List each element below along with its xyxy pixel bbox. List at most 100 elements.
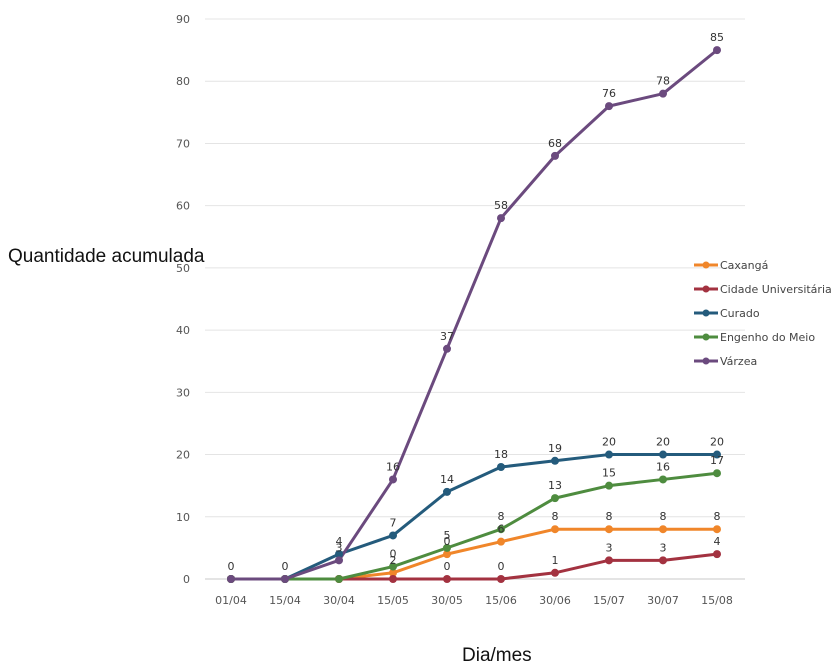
data-point [335,550,343,559]
data-label: 0 [228,560,235,573]
x-tick-label: 30/04 [323,594,355,607]
data-label: 4 [714,535,721,548]
data-label: 19 [548,442,562,455]
data-label: 0 [282,560,289,573]
data-point [389,531,397,540]
data-point [227,575,235,583]
legend-marker [702,285,710,293]
data-point [497,525,505,534]
data-point [551,494,559,503]
data-point [443,344,451,353]
data-point [443,487,451,496]
x-tick-label: 15/07 [593,594,625,607]
data-label: 15 [602,467,616,480]
data-label: 2 [390,554,397,567]
data-label: 20 [602,436,616,449]
data-point [389,568,397,577]
y-tick-label: 60 [176,200,190,213]
legend-label: Curado [720,307,760,320]
data-label: 20 [710,436,724,449]
data-label: 76 [602,87,616,100]
y-tick-label: 30 [176,386,190,399]
data-point [659,475,667,484]
data-point [605,525,613,534]
x-axis-title: Dia/mes [462,645,532,666]
data-point [605,481,613,490]
data-point [443,550,451,559]
series-line-cidade-universitaria [229,552,719,581]
data-point [551,568,559,577]
y-axis-ticks: 0 10 20 30 40 50 60 70 80 90 [176,13,190,586]
legend: Caxangá Cidade Universitária Curado Engenho… [694,259,832,368]
data-label: 85 [710,31,724,44]
data-label: 8 [660,510,667,523]
data-point [713,450,721,459]
data-label: 16 [656,460,670,473]
x-tick-label: 15/06 [485,594,517,607]
data-label: 5 [444,529,451,542]
data-label: 17 [710,454,724,467]
legend-marker [702,309,710,317]
data-label: 6 [498,523,505,536]
data-label: 4 [336,535,343,548]
data-point [335,575,343,583]
x-tick-label: 30/07 [647,594,679,607]
series-lines [229,48,719,581]
data-point [659,556,667,565]
legend-marker [702,261,710,269]
data-label: 8 [498,510,505,523]
data-point [497,575,505,583]
x-axis-ticks: 01/04 15/04 30/04 15/05 30/05 15/06 30/06 15/07… [215,594,733,607]
data-label: 0 [390,548,397,561]
legend-label: Engenho do Meio [720,331,815,344]
data-label: 3 [606,541,613,554]
y-tick-label: 10 [176,511,190,524]
x-tick-label: 15/04 [269,594,301,607]
data-point [497,537,505,546]
y-tick-label: 0 [183,573,190,586]
data-point [389,475,397,484]
data-point [497,214,505,223]
data-label: 58 [494,199,508,212]
data-point [335,556,343,565]
data-label: 78 [656,75,670,88]
data-point [551,151,559,160]
data-label: 8 [606,510,613,523]
data-point [713,550,721,559]
data-point [605,556,613,565]
data-label: 14 [440,473,454,486]
data-point [551,525,559,534]
data-label: 7 [390,516,397,529]
data-label: 16 [386,460,400,473]
data-label: 13 [548,479,562,492]
data-label: 1 [552,554,559,567]
data-point [659,89,667,98]
series-line-engenho-do-meio [229,471,719,581]
y-tick-label: 40 [176,324,190,337]
data-label: 37 [440,330,454,343]
data-point [605,102,613,111]
data-label: 0 [444,560,451,573]
x-tick-label: 30/05 [431,594,463,607]
data-point [713,469,721,478]
y-tick-label: 70 [176,137,190,150]
series-line-curado [229,453,719,581]
legend-label: Caxangá [720,259,768,272]
x-tick-label: 01/04 [215,594,247,607]
data-label: 3 [660,541,667,554]
x-tick-label: 15/08 [701,594,733,607]
data-point [659,450,667,459]
legend-marker [702,333,710,341]
series-points [227,46,721,583]
y-tick-label: 50 [176,262,190,275]
data-label: 8 [714,510,721,523]
legend-label: Cidade Universitária [720,283,832,296]
legend-marker [702,357,710,365]
data-point [713,46,721,55]
legend-label: Várzea [720,355,757,368]
y-axis-title: Quantidade acumulada [8,246,205,267]
data-point [497,463,505,471]
data-point [605,450,613,459]
